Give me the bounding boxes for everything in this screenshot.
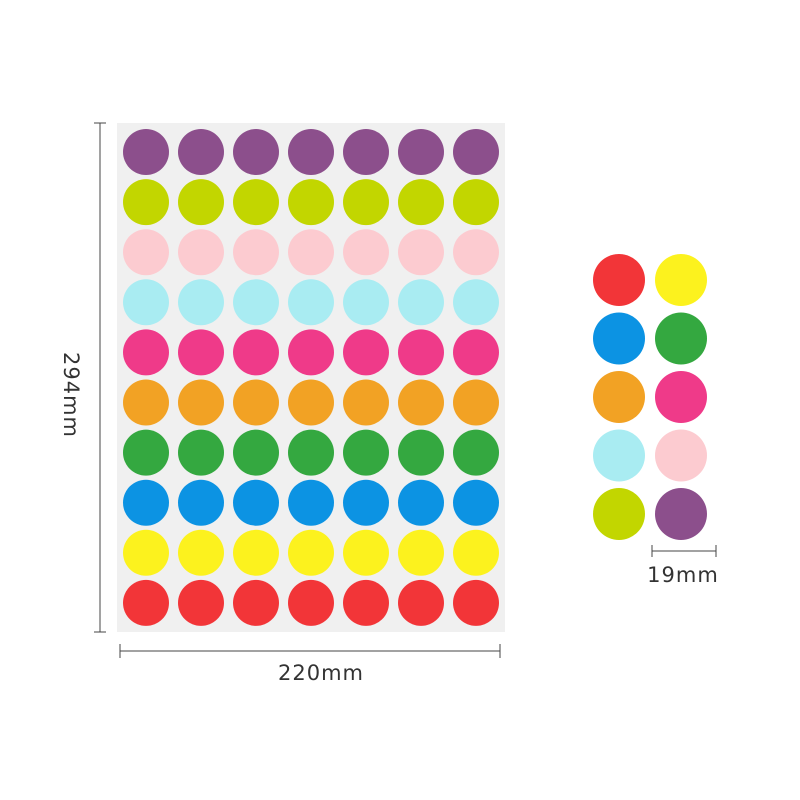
sticker-dot <box>123 229 169 276</box>
sticker-dot <box>398 579 444 626</box>
sticker-dot <box>178 229 224 276</box>
sticker-dot <box>178 279 224 326</box>
sticker-dot <box>343 429 389 476</box>
sticker-dot <box>233 479 279 526</box>
sticker-dot <box>655 488 707 540</box>
sticker-dot <box>398 129 444 175</box>
sticker-dot <box>178 479 224 526</box>
sticker-dot <box>453 329 499 376</box>
sticker-dot <box>453 379 499 426</box>
sticker-dot <box>233 129 279 175</box>
sticker-dot <box>178 179 224 226</box>
sticker-dot <box>593 371 645 423</box>
sticker-dot <box>123 579 169 626</box>
sticker-dot <box>233 279 279 326</box>
sticker-dot <box>593 254 645 306</box>
sticker-dot <box>178 529 224 576</box>
sticker-dot <box>593 429 645 482</box>
sticker-dot <box>453 279 499 326</box>
sticker-dot <box>453 479 499 526</box>
sticker-dot <box>655 254 707 306</box>
sticker-dot <box>123 529 169 576</box>
sticker-dot <box>398 529 444 576</box>
sticker-dot <box>233 379 279 426</box>
sticker-dot <box>288 129 334 175</box>
sticker-dot <box>233 329 279 376</box>
sticker-dot <box>123 179 169 226</box>
sticker-dot <box>398 379 444 426</box>
sticker-dot <box>123 379 169 426</box>
sticker-dot <box>453 529 499 576</box>
sticker-dot <box>233 179 279 226</box>
sticker-dot <box>288 179 334 226</box>
sticker-dot <box>123 279 169 326</box>
sticker-dot <box>343 529 389 576</box>
sticker-dot <box>288 279 334 326</box>
sticker-dot <box>655 371 707 423</box>
sticker-dot <box>288 429 334 476</box>
sticker-dot <box>178 329 224 376</box>
sticker-dot <box>123 479 169 526</box>
width-label: 220mm <box>278 661 364 685</box>
sticker-dot <box>233 529 279 576</box>
height-dimension: 294mm <box>59 122 106 633</box>
sticker-dot <box>288 529 334 576</box>
sticker-dot <box>288 479 334 526</box>
height-label: 294mm <box>59 352 83 438</box>
sticker-dot <box>233 429 279 476</box>
sticker-dot <box>123 329 169 376</box>
sticker-dot <box>343 479 389 526</box>
sticker-dot <box>178 129 224 175</box>
sticker-dot <box>655 312 707 365</box>
sticker-dot <box>398 279 444 326</box>
sticker-dot <box>123 129 169 175</box>
sticker-dot <box>178 579 224 626</box>
sticker-dot <box>233 579 279 626</box>
sticker-dot <box>343 179 389 226</box>
sticker-dot <box>398 429 444 476</box>
sticker-dot <box>453 429 499 476</box>
sticker-dot <box>343 379 389 426</box>
sticker-dot <box>398 229 444 276</box>
sticker-dot <box>453 579 499 626</box>
sticker-dot <box>178 379 224 426</box>
sticker-dot <box>288 379 334 426</box>
sticker-dot <box>343 129 389 175</box>
sticker-dot <box>453 229 499 276</box>
sheet-dots <box>123 129 499 626</box>
sticker-dot <box>178 429 224 476</box>
sticker-dot <box>343 229 389 276</box>
sticker-dot <box>398 179 444 226</box>
dot-diameter-label: 19mm <box>647 563 719 587</box>
sticker-dot <box>453 129 499 175</box>
width-dimension: 220mm <box>119 644 501 685</box>
sticker-dot <box>655 429 707 482</box>
dot-dimension: 19mm <box>647 545 719 587</box>
sticker-dot <box>398 479 444 526</box>
sticker-dot <box>343 329 389 376</box>
sticker-dot <box>123 429 169 476</box>
sticker-dot <box>288 329 334 376</box>
sticker-dot <box>288 579 334 626</box>
sticker-dot <box>288 229 334 276</box>
sticker-dot <box>593 312 645 365</box>
sticker-dot <box>343 279 389 326</box>
sample-dots <box>593 254 707 540</box>
sticker-dot <box>233 229 279 276</box>
sticker-dot <box>343 579 389 626</box>
sticker-dot <box>398 329 444 376</box>
sticker-dot <box>453 179 499 226</box>
sticker-dot <box>593 488 645 540</box>
